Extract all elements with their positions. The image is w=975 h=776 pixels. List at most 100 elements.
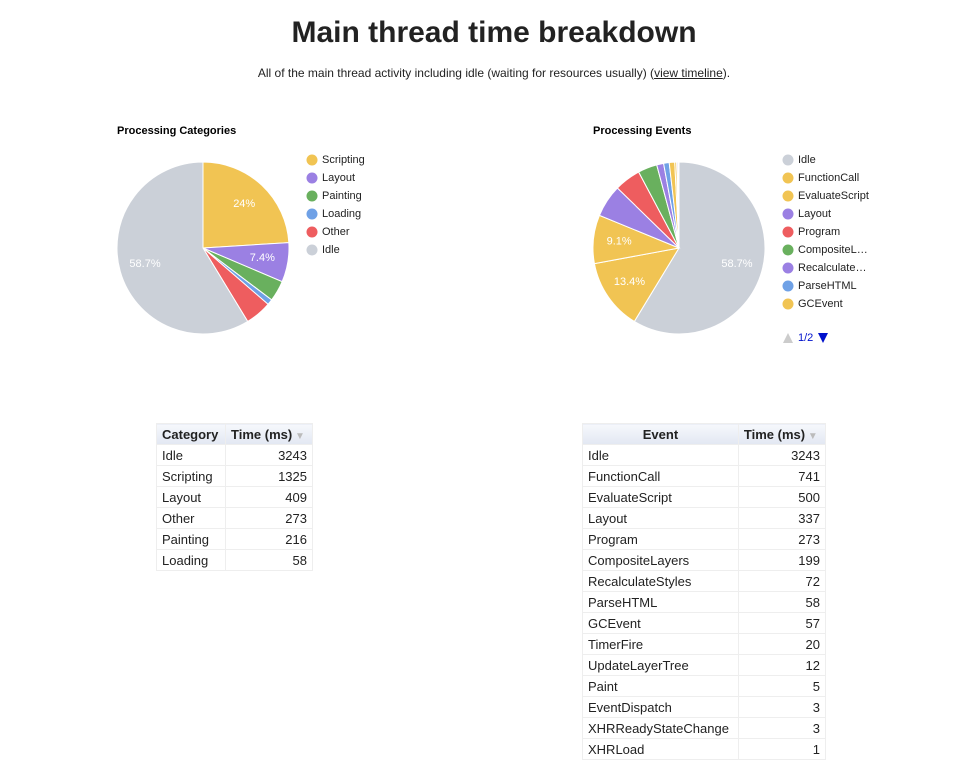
legend-label: GCEvent [798, 298, 843, 310]
header-row: Event Time (ms) ▼ [582, 423, 827, 445]
chart-title: Processing Events [593, 125, 691, 137]
column-header-text: Category [162, 426, 219, 442]
slice-label: 58.7% [129, 258, 160, 270]
name-cell: Layout [582, 507, 739, 529]
legend-swatch [306, 244, 318, 256]
table-row: XHRLoad 1 [582, 738, 827, 760]
pie-slice [593, 247, 681, 323]
legend-label: Layout [798, 208, 831, 220]
time-cell: 273 [737, 528, 827, 550]
legend-label: Scripting [322, 154, 365, 166]
chart-title: Processing Categories [117, 125, 236, 137]
subtitle-end: ). [722, 66, 731, 80]
name-cell: EvaluateScript [582, 486, 739, 508]
legend-label: Painting [322, 190, 362, 202]
legend-label: FunctionCall [798, 172, 859, 184]
table-row: RecalculateStyles 72 [582, 570, 827, 592]
time-cell: 5 [737, 675, 827, 697]
timeline-link[interactable]: view timeline [654, 66, 723, 80]
page-title: Main thread time breakdown [291, 16, 697, 49]
table-row: GCEvent 57 [582, 612, 827, 634]
time-cell: 409 [225, 486, 313, 508]
legend-swatch [306, 172, 318, 184]
table-row: FunctionCall 741 [582, 465, 827, 487]
table-row: Paint 5 [582, 675, 827, 697]
name-cell: EventDispatch [582, 696, 739, 718]
name-cell: GCEvent [582, 612, 739, 634]
name-cell: Layout [155, 486, 227, 508]
legend-swatch [782, 154, 794, 166]
legend-swatch [306, 226, 318, 238]
legend-swatch [306, 190, 318, 202]
slice-label: 24% [233, 198, 255, 210]
time-cell: 58 [737, 591, 827, 613]
legend-page: 1/2 [798, 332, 813, 344]
slice-label: 13.4% [614, 276, 645, 288]
time-cell: 273 [225, 507, 313, 529]
table-row: Loading 58 [155, 549, 313, 571]
legend-label: EvaluateScript [798, 190, 869, 202]
legend-label: Idle [798, 154, 816, 166]
table-row: Idle 3243 [155, 444, 313, 466]
name-cell: XHRLoad [582, 738, 739, 760]
time-cell: 741 [737, 465, 827, 487]
column-header: Category [155, 423, 227, 445]
time-cell: 57 [737, 612, 827, 634]
slice-label: 58.7% [721, 258, 752, 270]
name-cell: Scripting [155, 465, 227, 487]
legend-swatch [782, 280, 794, 292]
time-cell: 58 [225, 549, 313, 571]
time-cell: 72 [737, 570, 827, 592]
table-row: Layout 409 [155, 486, 313, 508]
legend-swatch [782, 244, 794, 256]
legend-prev [783, 333, 793, 343]
time-cell: 500 [737, 486, 827, 508]
table-row: XHRReadyStateChange 3 [582, 717, 827, 739]
sort-arrow: ▼ [292, 430, 305, 442]
name-cell: CompositeLayers [582, 549, 739, 571]
table-row: CompositeLayers 199 [582, 549, 827, 571]
table-row: TimerFire 20 [582, 633, 827, 655]
name-cell: TimerFire [582, 633, 739, 655]
name-cell: XHRReadyStateChange [582, 717, 739, 739]
table-row: UpdateLayerTree 12 [582, 654, 827, 676]
column-header: Time (ms) ▼ [737, 423, 827, 445]
time-cell: 3243 [737, 444, 827, 466]
subtitle: All of the main thread activity includin… [0, 66, 975, 80]
name-cell: Program [582, 528, 739, 550]
sort-arrow: ▼ [805, 430, 818, 442]
name-cell: ParseHTML [582, 591, 739, 613]
time-cell: 1325 [225, 465, 313, 487]
time-cell: 199 [737, 549, 827, 571]
legend-swatch [782, 172, 794, 184]
legend-next[interactable] [818, 333, 828, 343]
table-row: Program 273 [582, 528, 827, 550]
time-cell: 12 [737, 654, 827, 676]
legend-label: Other [322, 226, 350, 238]
legend-label: Loading [322, 208, 361, 220]
legend-swatch [782, 190, 794, 202]
legend-label: Idle [322, 244, 340, 256]
table-row: Idle 3243 [582, 444, 827, 466]
table-row: Painting 216 [155, 528, 313, 550]
subtitle-text: All of the main thread activity includin… [257, 66, 655, 80]
time-cell: 1 [737, 738, 827, 760]
name-cell: Other [155, 507, 227, 529]
name-cell: RecalculateStyles [582, 570, 739, 592]
category-table: Category Time (ms) ▼ Idle 3243 Scripting 1325… [155, 423, 313, 571]
table-row: EvaluateScript 500 [582, 486, 827, 508]
column-header-text: Time (ms) [743, 426, 806, 442]
header-row: Category Time (ms) ▼ [155, 423, 313, 445]
name-cell: FunctionCall [582, 465, 739, 487]
legend-swatch [782, 298, 794, 310]
time-cell: 3 [737, 696, 827, 718]
column-header-text: Event [642, 426, 679, 442]
time-cell: 216 [225, 528, 313, 550]
column-header: Time (ms) ▼ [225, 423, 313, 445]
name-cell: Idle [155, 444, 227, 466]
charts: Processing Categories 24% Scripting 7.4% Lay… [116, 125, 869, 344]
legend-label: ParseHTML [798, 280, 857, 292]
table-row: Scripting 1325 [155, 465, 313, 487]
legend-swatch [306, 208, 318, 220]
